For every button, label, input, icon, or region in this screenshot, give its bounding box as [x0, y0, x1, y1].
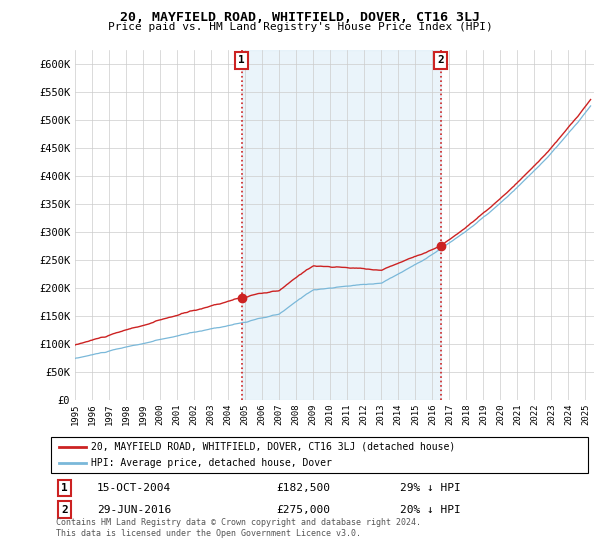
Text: 2: 2 — [437, 55, 444, 66]
Text: 1: 1 — [61, 483, 68, 493]
Text: 29-JUN-2016: 29-JUN-2016 — [97, 505, 171, 515]
Text: £275,000: £275,000 — [277, 505, 331, 515]
Text: 29% ↓ HPI: 29% ↓ HPI — [400, 483, 461, 493]
Text: 20, MAYFIELD ROAD, WHITFIELD, DOVER, CT16 3LJ (detached house): 20, MAYFIELD ROAD, WHITFIELD, DOVER, CT1… — [91, 442, 455, 451]
FancyBboxPatch shape — [51, 437, 588, 473]
Text: 2: 2 — [61, 505, 68, 515]
Text: 20, MAYFIELD ROAD, WHITFIELD, DOVER, CT16 3LJ: 20, MAYFIELD ROAD, WHITFIELD, DOVER, CT1… — [120, 11, 480, 24]
Text: Contains HM Land Registry data © Crown copyright and database right 2024.
This d: Contains HM Land Registry data © Crown c… — [56, 519, 421, 538]
Text: Price paid vs. HM Land Registry's House Price Index (HPI): Price paid vs. HM Land Registry's House … — [107, 22, 493, 32]
Text: 20% ↓ HPI: 20% ↓ HPI — [400, 505, 461, 515]
Text: 15-OCT-2004: 15-OCT-2004 — [97, 483, 171, 493]
Text: 1: 1 — [238, 55, 245, 66]
Text: £182,500: £182,500 — [277, 483, 331, 493]
Text: HPI: Average price, detached house, Dover: HPI: Average price, detached house, Dove… — [91, 459, 332, 468]
Bar — [242, 50, 440, 400]
